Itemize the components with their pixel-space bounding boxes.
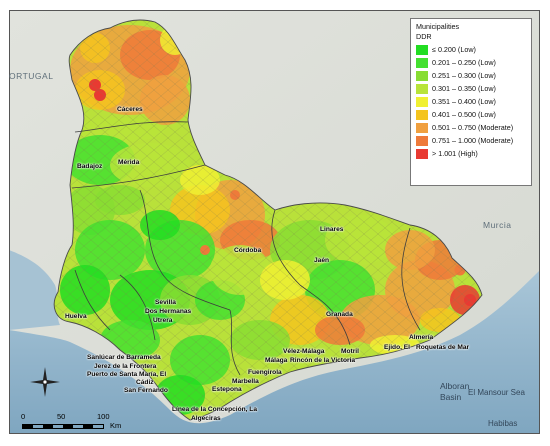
legend-item: 0.501 – 0.750 (Moderate) [416, 121, 526, 134]
legend-swatch [416, 70, 428, 81]
city-label-puerto: Puerto de Santa María, El [87, 371, 167, 378]
legend-title: Municipalities [416, 22, 460, 31]
city-label-utrera: Utrera [153, 317, 173, 324]
city-label-san-fernando: San Fernando [124, 387, 168, 394]
city-label-jerez: Jerez de la Frontera [94, 363, 157, 370]
city-label-linares: Linares [320, 226, 344, 233]
legend-label: 0.301 – 0.350 (Low) [432, 84, 496, 94]
city-label-ejido: Ejido, El [384, 344, 411, 351]
legend-item: 0.751 – 1.000 (Moderate) [416, 134, 526, 147]
scale-tick-50: 50 [57, 412, 66, 421]
legend-swatch [416, 148, 428, 159]
alboran-label-2: Basin [440, 392, 462, 402]
city-label-granada: Granada [326, 311, 353, 318]
scale-unit: Km [110, 421, 122, 430]
portugal-label: ORTUGAL [9, 71, 54, 81]
legend-swatch [416, 135, 428, 146]
legend-label: > 1.001 (High) [432, 149, 478, 159]
sea-area [9, 270, 540, 434]
legend-swatch [416, 96, 428, 107]
city-label-badajoz: Badajoz [77, 163, 103, 170]
city-label-sevilla: Sevilla [155, 299, 176, 306]
city-label-motril: Motril [341, 348, 359, 355]
legend-label: 0.251 – 0.300 (Low) [432, 71, 496, 81]
city-label-merida: Mérida [118, 159, 140, 166]
city-label-sanlucar: Sanlúcar de Barrameda [87, 354, 161, 361]
legend-item: 0.201 – 0.250 (Low) [416, 56, 526, 69]
legend-swatch [416, 57, 428, 68]
city-label-roquetas: Roquetas de Mar [416, 344, 470, 351]
city-label-caceres: Cáceres [117, 106, 143, 113]
city-label-algeciras: Algeciras [191, 415, 221, 422]
legend-swatch [416, 122, 428, 133]
city-label-fuengirola: Fuengirola [248, 369, 282, 376]
alboran-label-1: Alboran [440, 381, 470, 391]
city-label-almeria: Almería [409, 334, 434, 341]
map-legend: Municipalities DDR ≤ 0.200 (Low) 0.201 – … [410, 18, 532, 186]
city-label-linea: Línea de la Concepción, La [172, 406, 258, 413]
legend-label: 0.751 – 1.000 (Moderate) [432, 136, 514, 146]
legend-subtitle: DDR [416, 32, 432, 42]
city-label-cordoba: Córdoba [234, 247, 262, 254]
legend-label: ≤ 0.200 (Low) [432, 45, 476, 55]
city-label-jaen: Jaén [314, 257, 330, 264]
atlantic-coast [9, 250, 60, 330]
habibas-label: Habibas [488, 419, 518, 428]
el-mansour-label: El Mansour Sea [468, 388, 525, 397]
legend-item: > 1.001 (High) [416, 147, 526, 160]
city-label-huelva: Huelva [65, 313, 87, 320]
legend-swatch [416, 83, 428, 94]
compass-rose-icon [30, 367, 60, 397]
city-label-estepona: Estepona [212, 386, 242, 393]
legend-item: 0.251 – 0.300 (Low) [416, 69, 526, 82]
city-label-marbella: Marbella [232, 378, 259, 385]
city-label-rincon: Rincón de la Victoria [290, 357, 356, 364]
legend-swatch [416, 109, 428, 120]
province-borders [71, 121, 421, 376]
legend-item: 0.351 – 0.400 (Low) [416, 95, 526, 108]
legend-label: 0.351 – 0.400 (Low) [432, 97, 496, 107]
legend-item: 0.301 – 0.350 (Low) [416, 82, 526, 95]
city-label-malaga: Málaga [265, 357, 288, 364]
legend-label: 0.201 – 0.250 (Low) [432, 58, 496, 68]
city-label-cadiz: Cádiz [136, 379, 154, 386]
murcia-label: Murcia [483, 220, 512, 230]
scale-tick-0: 0 [21, 412, 26, 421]
legend-label: 0.401 – 0.500 (Low) [432, 110, 496, 120]
legend-label: 0.501 – 0.750 (Moderate) [432, 123, 514, 133]
city-label-velez: Vélez-Málaga [283, 348, 325, 355]
legend-rows: ≤ 0.200 (Low) 0.201 – 0.250 (Low) 0.251 – … [416, 43, 526, 160]
city-label-dos-hermanas: Dos Hermanas [145, 308, 192, 315]
scale-bar [22, 424, 104, 429]
scale-tick-100: 100 [97, 412, 110, 421]
legend-item: ≤ 0.200 (Low) [416, 43, 526, 56]
legend-swatch [416, 44, 428, 55]
legend-item: 0.401 – 0.500 (Low) [416, 108, 526, 121]
